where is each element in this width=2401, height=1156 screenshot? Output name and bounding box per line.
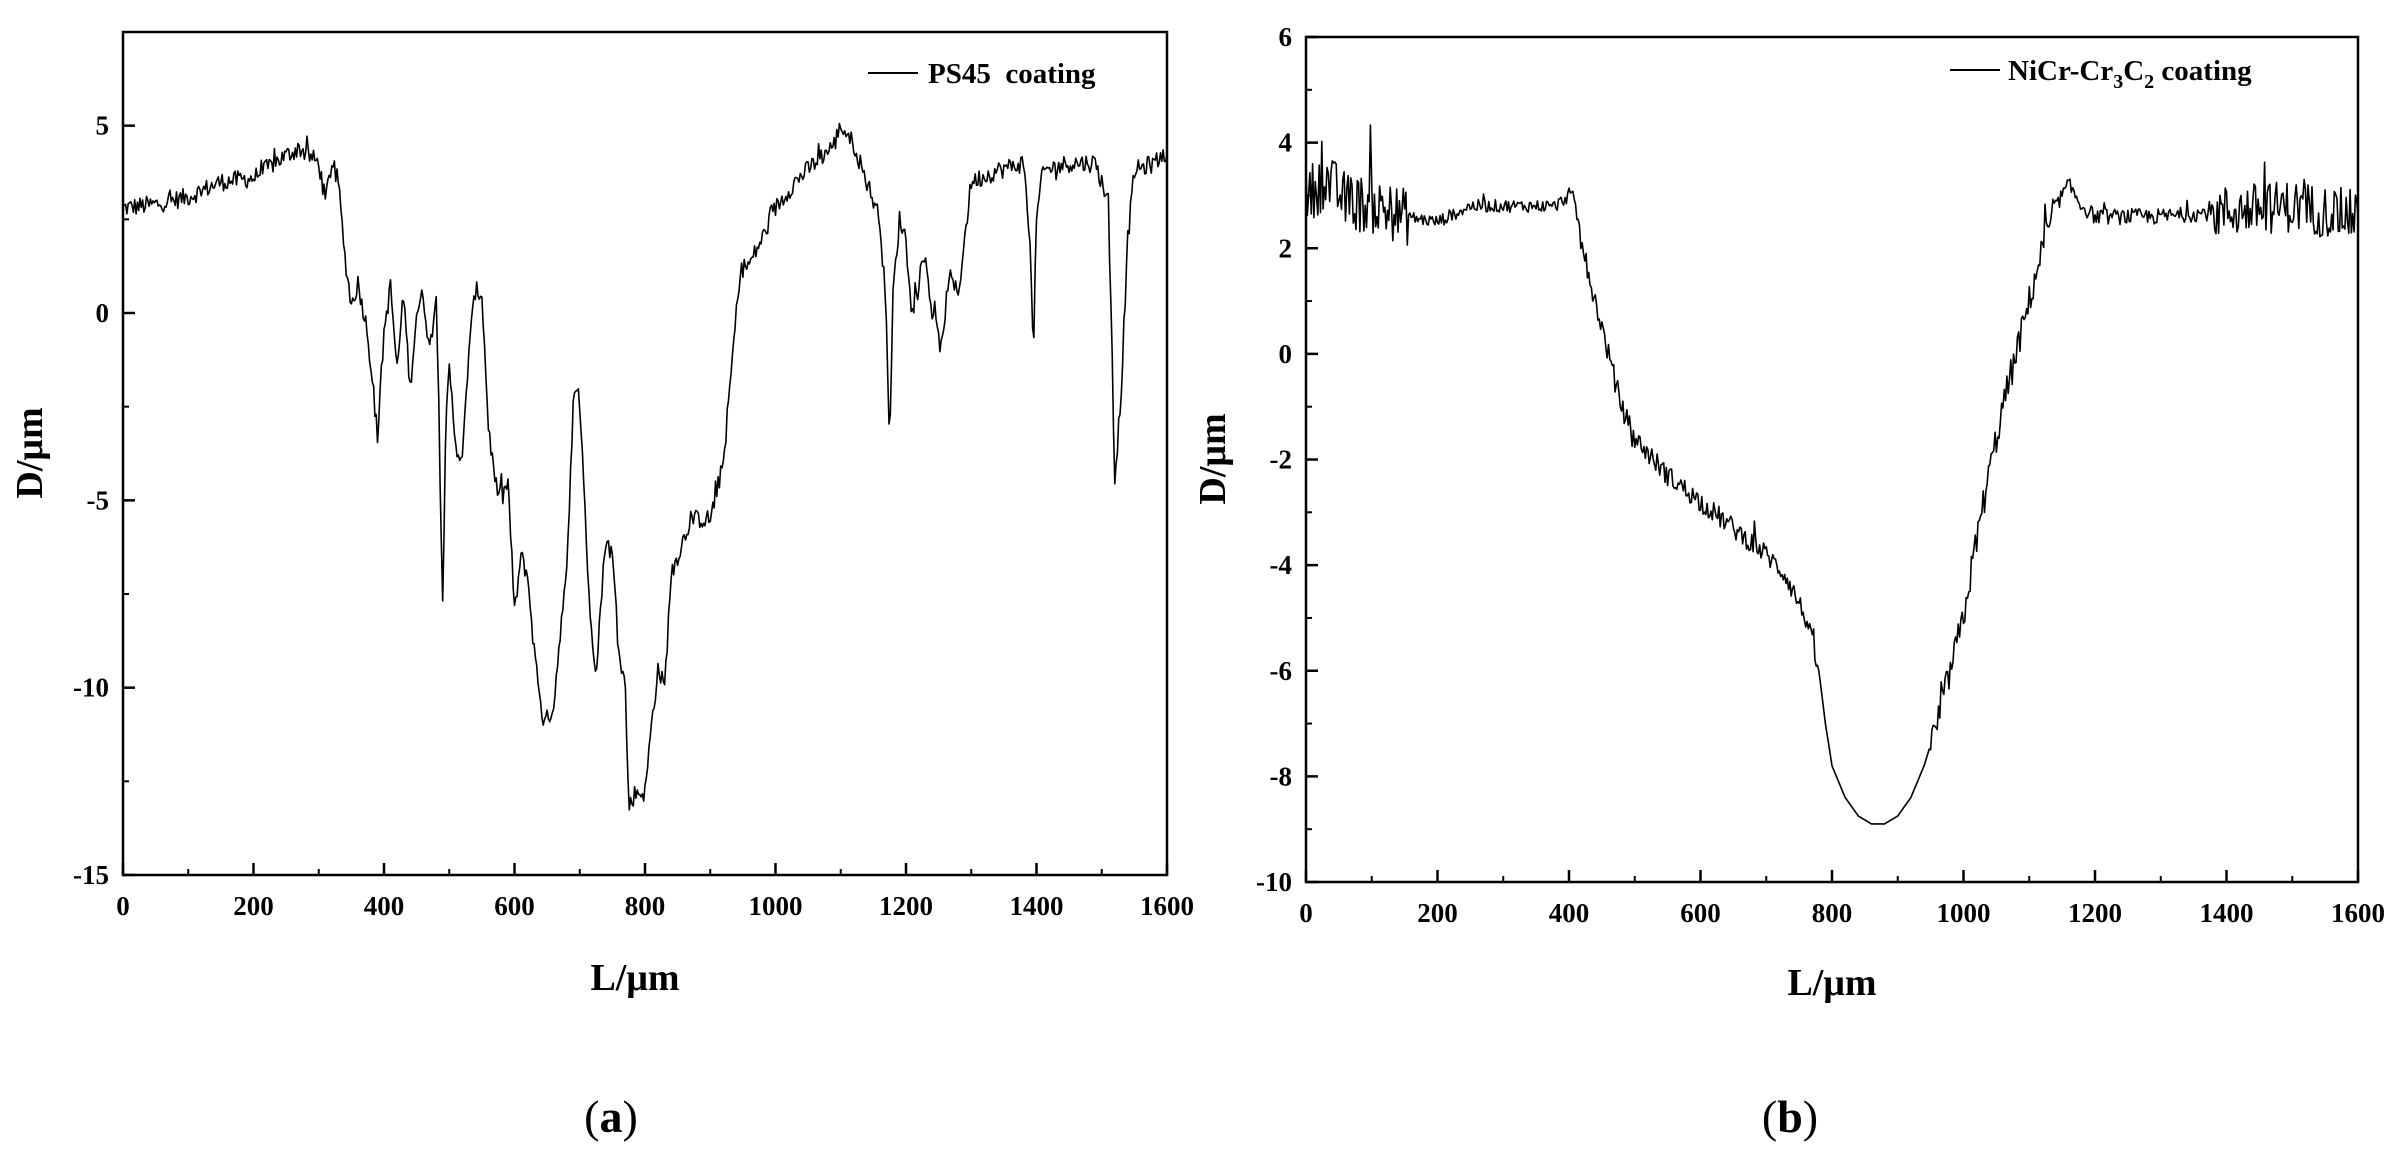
x-tick-label: 200 [233, 891, 274, 921]
panel-a-y-axis-title: D/μm [9, 407, 51, 498]
x-tick-label: 600 [1680, 898, 1721, 928]
y-tick-label: 5 [96, 111, 110, 141]
panel-a-x-ticks [121, 863, 1169, 875]
panel-b-label: (b) [1762, 1091, 1818, 1142]
y-tick-label: -10 [73, 673, 109, 703]
y-tick-label: -8 [1270, 761, 1293, 791]
y-tick-label: 0 [1279, 339, 1293, 369]
x-tick-label: 1400 [2200, 898, 2254, 928]
legend-subscript-2: 2 [2144, 71, 2154, 93]
panel-a-y-tick-labels: 5 0 -5 -10 -15 [73, 111, 109, 890]
y-tick-label: -5 [87, 485, 110, 515]
panel-b-plot-frame [1304, 35, 2360, 884]
panel-a: 0 200 400 600 800 1000 1200 1400 1600 5 0 -5 -10 -15… [9, 30, 1194, 1142]
y-tick-label: 2 [1279, 233, 1293, 263]
panel-b-letter: b [1777, 1091, 1803, 1142]
x-tick-label: 400 [1549, 898, 1590, 928]
x-tick-label: 400 [364, 891, 405, 921]
y-tick-label: -2 [1270, 445, 1293, 475]
panel-a-plot-frame [121, 30, 1169, 877]
y-tick-label: 0 [96, 298, 110, 328]
legend-subscript-3: 3 [2113, 71, 2123, 93]
x-tick-label: 1600 [2331, 898, 2385, 928]
panel-b-x-axis-title: L/μm [1787, 962, 1876, 1004]
panel-a-y-ticks [123, 124, 135, 877]
panel-b-legend-label: NiCr-Cr3C2 coating [2008, 55, 2252, 93]
x-tick-label: 200 [1417, 898, 1458, 928]
legend-text-part: coating [2154, 55, 2252, 87]
y-tick-label: -6 [1270, 656, 1293, 686]
panel-b-series-line [1305, 124, 2359, 825]
x-tick-label: 600 [494, 891, 535, 921]
y-tick-label: -15 [73, 860, 109, 890]
x-tick-label: 800 [625, 891, 666, 921]
panel-b-x-tick-labels: 0 200 400 600 800 1000 1200 1400 1600 [1299, 898, 2385, 928]
x-tick-label: 1400 [1010, 891, 1064, 921]
x-tick-label: 800 [1812, 898, 1853, 928]
x-tick-label: 0 [116, 891, 130, 921]
y-tick-label: -10 [1256, 867, 1292, 897]
panel-a-letter: a [600, 1091, 623, 1142]
panel-b: 0 200 400 600 800 1000 1200 1400 1600 6 4 2 0 -2 -4 -6… [1192, 22, 2385, 1142]
y-tick-label: -4 [1270, 550, 1293, 580]
panel-a-x-tick-labels: 0 200 400 600 800 1000 1200 1400 1600 [116, 891, 1194, 921]
panel-b-y-axis-title: D/μm [1192, 413, 1234, 504]
y-tick-label: 6 [1279, 22, 1293, 52]
x-tick-label: 1200 [879, 891, 933, 921]
x-tick-label: 1000 [1937, 898, 1991, 928]
panel-b-y-ticks [1306, 35, 1318, 884]
panel-b-x-ticks [1304, 870, 2360, 882]
y-tick-label: 4 [1279, 128, 1293, 158]
legend-text-part: NiCr-Cr [2008, 55, 2113, 87]
panel-a-legend-label: PS45 coating [928, 58, 1096, 90]
x-tick-label: 1000 [749, 891, 803, 921]
panel-a-series-line [122, 122, 1168, 811]
panel-a-label: (a) [584, 1091, 638, 1142]
legend-text-part: C [2123, 55, 2144, 87]
x-tick-label: 0 [1299, 898, 1313, 928]
panel-a-x-axis-title: L/μm [590, 957, 679, 999]
x-tick-label: 1200 [2068, 898, 2122, 928]
x-tick-label: 1600 [1140, 891, 1194, 921]
panel-b-y-tick-labels: 6 4 2 0 -2 -4 -6 -8 -10 [1256, 22, 1292, 897]
